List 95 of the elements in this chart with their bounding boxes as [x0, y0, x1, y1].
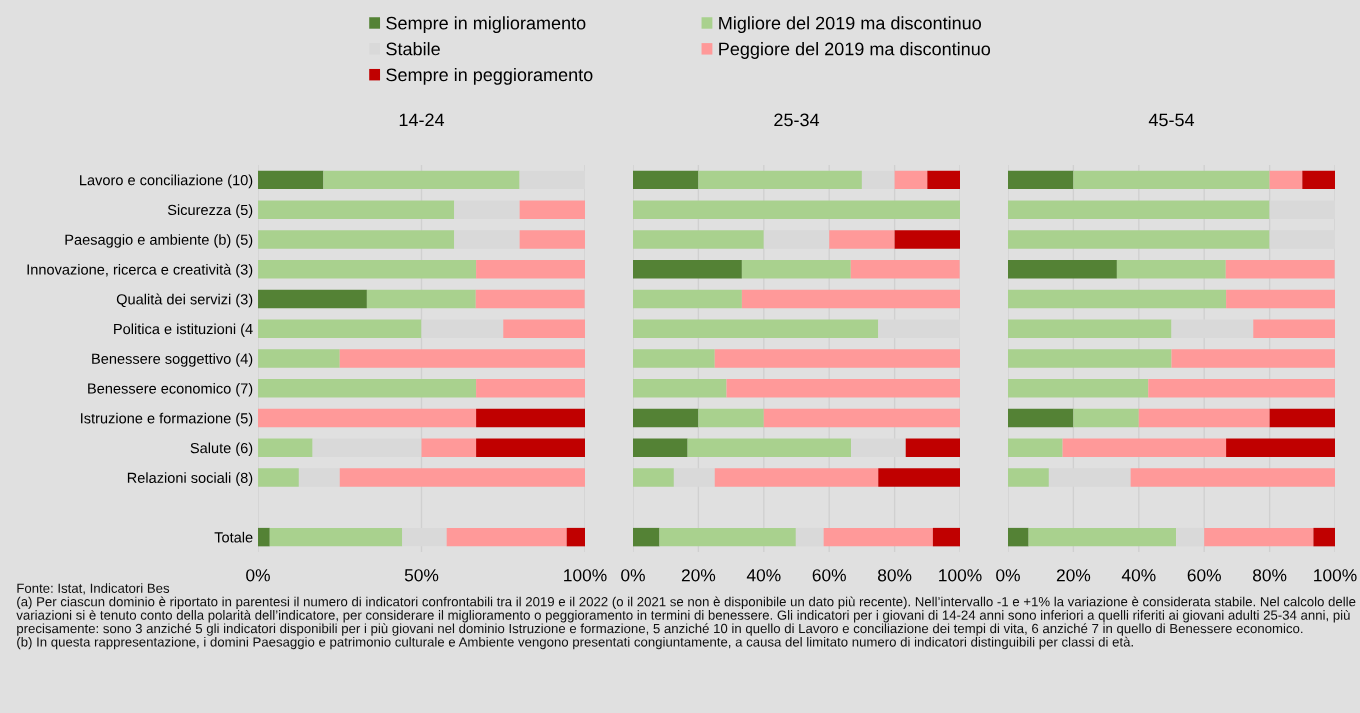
y-tick-label: Istruzione e formazione (5)	[81, 412, 253, 427]
x-tick-label: 40%	[746, 569, 781, 582]
bar	[258, 170, 324, 190]
x-tick-label: 40%	[1121, 569, 1156, 582]
source-note: Fonte: Istat, Indicatori Bes	[17, 583, 170, 595]
bar	[1171, 349, 1335, 368]
bar	[763, 408, 960, 428]
bar	[339, 349, 585, 368]
bar	[1226, 289, 1335, 309]
y-tick-label: Benessere soggettivo (4)	[92, 353, 253, 367]
x-tick-label: 0%	[246, 569, 270, 582]
bar	[698, 408, 764, 428]
bar	[633, 379, 727, 398]
x-tick-label: 60%	[1187, 569, 1221, 582]
bar	[258, 259, 477, 279]
x-tick-label: 50%	[404, 569, 439, 582]
x-tick-label: 60%	[812, 569, 846, 582]
x-tick-label: 0%	[996, 569, 1020, 582]
bar	[850, 259, 960, 279]
y-tick-label: Politica e istituzioni (4	[114, 323, 253, 338]
bar	[1148, 379, 1335, 398]
bar	[1116, 259, 1226, 279]
legend-label: Sempre in miglioramento	[386, 16, 586, 34]
bar	[1008, 379, 1149, 398]
bar	[927, 170, 960, 190]
bar	[1073, 408, 1139, 428]
bar	[741, 259, 851, 279]
bar	[1269, 170, 1303, 190]
bar	[258, 289, 367, 309]
chart-title: 25-34	[774, 113, 820, 127]
bar	[894, 230, 960, 249]
bar	[476, 408, 585, 428]
x-tick-label: 100%	[939, 569, 982, 582]
bar	[1008, 527, 1029, 547]
x-tick-label: 80%	[1252, 569, 1287, 582]
legend-label: Sempre in peggioramento	[386, 67, 593, 85]
chart-title: 45-54	[1148, 113, 1195, 127]
bar	[878, 468, 960, 487]
y-tick-label: Relazioni sociali (8)	[127, 472, 253, 486]
x-tick-label: 100%	[1314, 569, 1357, 582]
legend-label: Stabile	[386, 42, 440, 56]
bar	[633, 259, 742, 279]
text: (b) In questa rappresentazione, i domini Paesaggio e patrimonio culturale e Ambiente vengono presentati congiuntamente, a causa del limitato numero di indicatori distinguibili per classi di età.	[17, 636, 1133, 650]
bar	[566, 527, 585, 547]
bar	[475, 289, 585, 309]
bar	[1269, 408, 1335, 428]
x-tick-label: 80%	[877, 569, 912, 582]
y-tick-label: Benessere economico (7)	[88, 382, 253, 397]
x-tick-label: 20%	[1056, 569, 1091, 582]
bar	[1073, 170, 1270, 190]
legend-label: Migliore del 2019 ma discontinuo	[719, 16, 981, 34]
bar	[258, 408, 477, 428]
y-tick-label: Sicurezza (5)	[167, 204, 253, 218]
x-tick-label: 100%	[564, 569, 607, 582]
y-tick-label: Salute (6)	[190, 442, 253, 457]
bar	[1226, 438, 1335, 458]
bar	[1008, 408, 1074, 428]
bar	[476, 438, 585, 458]
bar	[476, 379, 585, 398]
bar	[633, 527, 660, 547]
bar	[258, 349, 340, 368]
bar	[633, 170, 699, 190]
bar	[633, 289, 742, 309]
bar	[633, 408, 699, 428]
y-tick-label: Innovazione, ricerca e creatività (3)	[27, 263, 253, 278]
bar	[366, 289, 476, 309]
bar	[1138, 408, 1270, 428]
bar	[714, 349, 960, 368]
bar	[1008, 438, 1063, 458]
y-tick-label: Paesaggio e ambiente (b) (5)	[65, 234, 253, 248]
bar	[1313, 527, 1335, 547]
y-tick-label: Qualità dei servizi (3)	[116, 293, 253, 308]
bar	[741, 289, 960, 309]
text: (a) Per ciascun dominio è riportato in parentesi il numero di indicatori confrontabili tra il 2019 e il 2022 (o il 2021 se non è disponibile un dato più recente). Nell’intervallo -1 e +1% la variazione è considerata stabile. Nel calcolo delle variazioni si è tenuto conto della polarità dell’indicatore, per considerare il miglioramento o peggioramento in termini di benessere. Gli indicatori per i giovani di 14-24 anni sono inferiori a quelli riferiti ai giovani adulti 25-34 anni, più precisamente: sono 3 anziché 5 gli indicatori disponibili per i più giovani nel dominio Istruzione e formazione, 5 anziché 10 in quello di Lavoro e conciliazione dei tempi di vita, 6 anziché 7 in quello di Benessere economico.	[16, 596, 1356, 636]
bar	[633, 200, 960, 219]
bar	[932, 527, 960, 547]
bar	[1008, 349, 1172, 368]
bar	[1008, 170, 1074, 190]
bar	[1008, 289, 1227, 309]
y-tick-label: Totale	[214, 531, 253, 543]
bar	[1062, 438, 1227, 458]
bar	[1225, 259, 1335, 279]
chart-title: 14-24	[399, 113, 445, 127]
y-tick-label: Lavoro e conciliazione (10)	[80, 174, 253, 189]
bar	[1302, 170, 1335, 190]
x-tick-label: 20%	[681, 569, 716, 582]
bar	[476, 259, 585, 279]
legend-label: Peggiore del 2019 ma discontinuo	[719, 42, 991, 59]
bar	[258, 379, 477, 398]
bar	[726, 379, 960, 398]
bar	[633, 438, 688, 458]
bar	[633, 349, 715, 368]
x-tick-label: 0%	[621, 569, 645, 582]
bar	[258, 527, 270, 547]
bar	[1008, 259, 1117, 279]
